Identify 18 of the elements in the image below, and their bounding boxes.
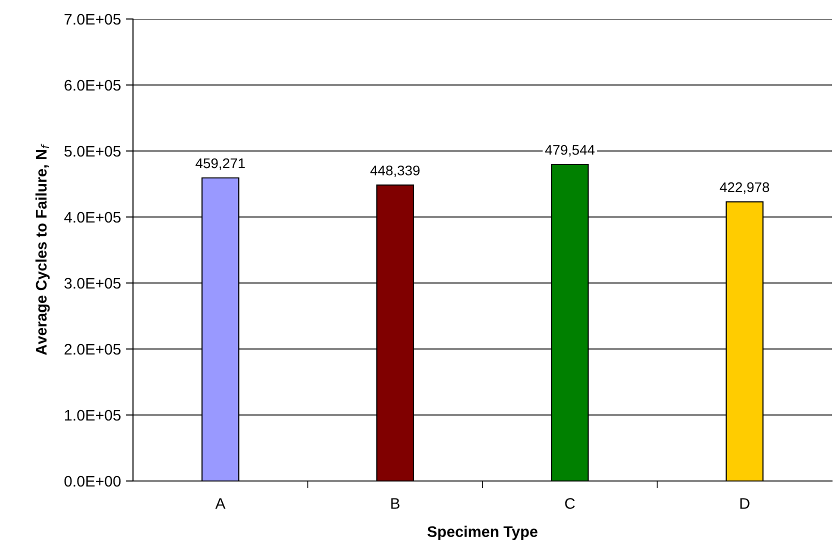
- y-tick-label: 0.0E+00: [64, 476, 121, 487]
- x-axis-title: Specimen Type: [427, 526, 538, 540]
- y-tick-label: 2.0E+05: [64, 344, 121, 355]
- y-tick-label: 3.0E+05: [64, 278, 121, 289]
- x-tick-label: B: [391, 498, 400, 509]
- data-label: 459,271: [196, 158, 245, 170]
- y-tick-label: 7.0E+05: [64, 14, 121, 25]
- y-tick-label: 4.0E+05: [64, 212, 121, 223]
- y-axis-title: Average Cycles to Failure, N$_{f}$: [35, 144, 50, 355]
- y-tick-label: 1.0E+05: [65, 410, 121, 421]
- y-tick-label: 5.0E+05: [64, 146, 121, 157]
- x-tick-label: A: [215, 498, 226, 509]
- data-label: 422,978: [720, 182, 770, 194]
- x-tick-label: D: [740, 498, 750, 509]
- data-label: 479,544: [545, 144, 595, 156]
- y-tick-label: 6.0E+05: [64, 80, 121, 91]
- data-label: 448,339: [370, 166, 420, 178]
- x-tick-label: C: [565, 498, 575, 509]
